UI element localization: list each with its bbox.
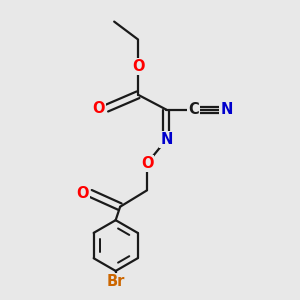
Text: N: N [220, 102, 232, 117]
Text: O: O [132, 59, 144, 74]
Text: O: O [141, 156, 153, 171]
Text: Br: Br [106, 274, 125, 289]
Text: C: C [188, 102, 199, 117]
Text: N: N [160, 132, 172, 147]
Text: O: O [93, 101, 105, 116]
Text: O: O [76, 186, 89, 201]
